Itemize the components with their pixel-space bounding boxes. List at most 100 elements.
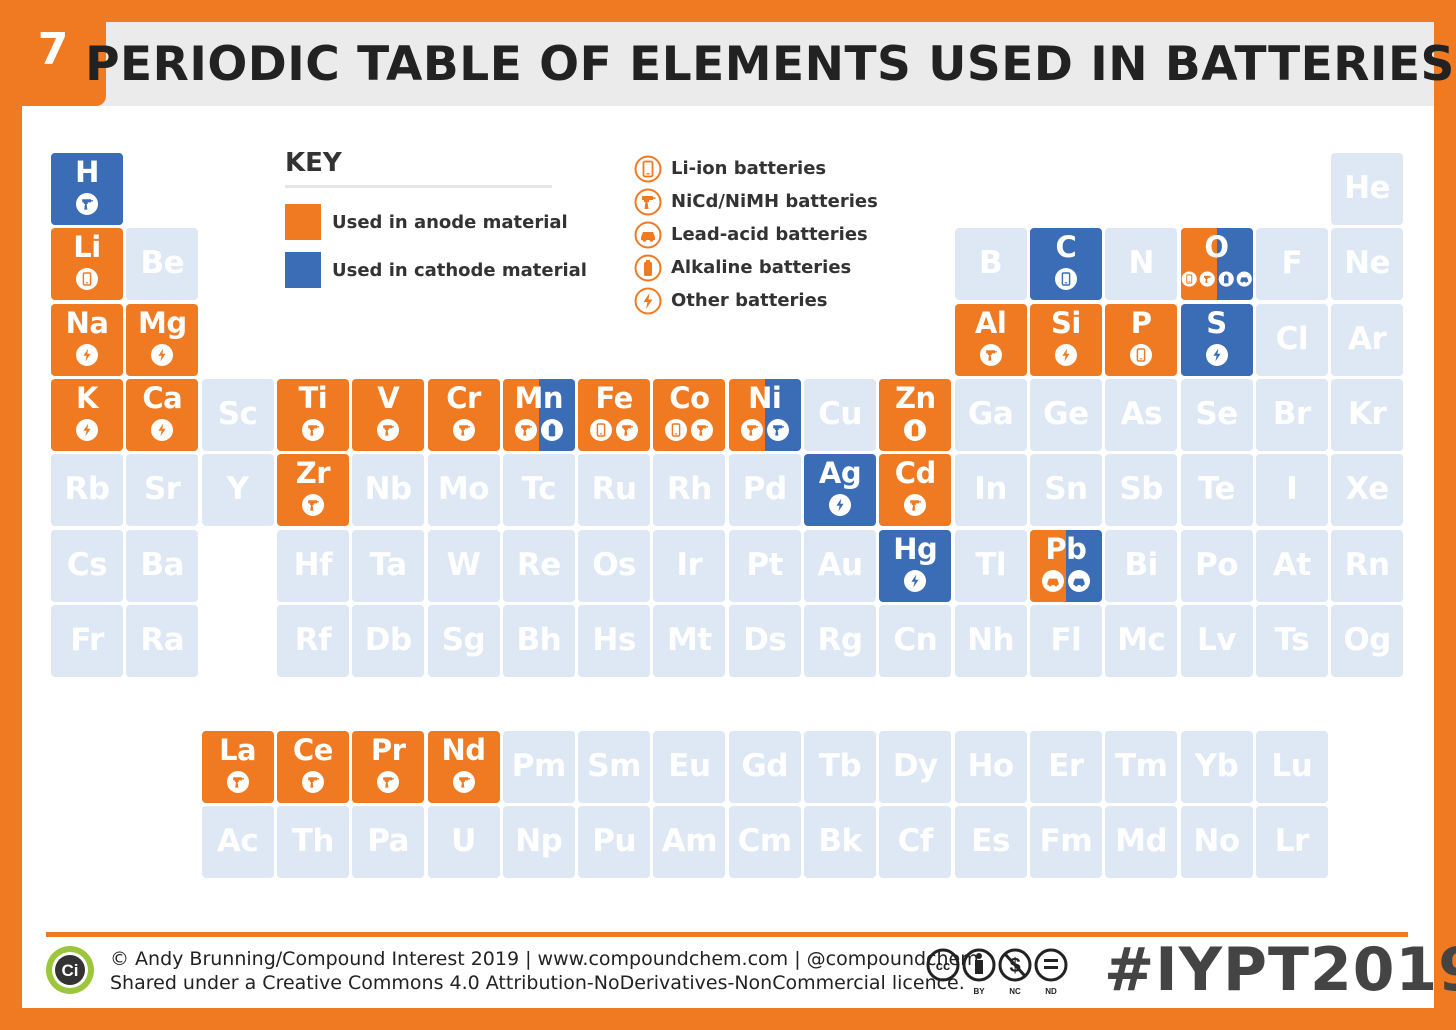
element-symbol: Cs [66, 546, 108, 583]
element-pr: Pr [352, 731, 425, 803]
element-bk: Bk [804, 806, 876, 879]
element-mt: Mt [653, 604, 726, 677]
footer-divider [46, 932, 1408, 937]
element-i: I [1255, 454, 1328, 527]
element-symbol: Li [73, 230, 101, 265]
element-v: V [352, 378, 425, 451]
element-symbol: Ar [1347, 320, 1387, 357]
hashtag: #IYPT2019 [1104, 935, 1456, 1005]
element-symbol: Si [1050, 305, 1081, 340]
element-ho: Ho [954, 731, 1027, 803]
element-pm: Pm [502, 731, 575, 803]
car-icon [1236, 271, 1252, 287]
phone-icon [665, 418, 688, 441]
element-re: Re [502, 529, 575, 602]
element-symbol: Sg [441, 621, 486, 658]
legend-label: Other batteries [671, 290, 828, 311]
element-symbol: Br [1272, 395, 1311, 432]
element-symbol: Mc [1117, 621, 1166, 658]
element-symbol: Md [1115, 823, 1168, 860]
element-sc: Sc [201, 378, 274, 451]
element-fr: Fr [51, 604, 123, 677]
title-bar [22, 22, 1434, 106]
bolt-icon [829, 494, 851, 517]
element-symbol: Eu [668, 748, 711, 784]
battery-icon [540, 418, 563, 441]
element-symbol: Ga [967, 395, 1014, 432]
battery-icons [51, 192, 123, 216]
logo-text: Ci [62, 961, 79, 980]
element-symbol: As [1120, 395, 1162, 432]
element-symbol: U [451, 823, 476, 860]
battery-icons [729, 418, 801, 442]
cc-label-nd: ND [1045, 987, 1057, 996]
element-hf: Hf [276, 529, 349, 602]
battery-icons [352, 418, 424, 442]
phone-icon [76, 268, 98, 291]
element-tm: Tm [1105, 731, 1178, 803]
element-symbol: Tl [975, 546, 1006, 583]
element-symbol: Np [515, 823, 563, 860]
element-symbol: Bh [516, 621, 562, 658]
element-symbol: Cn [893, 621, 938, 658]
element-symbol: Na [65, 305, 109, 340]
element-symbol: Lv [1197, 621, 1236, 658]
battery-icons [202, 770, 274, 794]
element-symbol: Y [226, 471, 249, 508]
element-symbol: In [974, 471, 1007, 508]
battery-icons [126, 343, 198, 367]
element-rn: Rn [1331, 529, 1404, 602]
element-symbol: Fm [1039, 823, 1093, 860]
element-li: Li [51, 228, 123, 301]
battery-icons [1105, 343, 1177, 367]
element-symbol: S [1206, 305, 1227, 340]
element-db: Db [352, 604, 425, 677]
infographic-number: 7 [0, 0, 106, 106]
element-te: Te [1180, 454, 1253, 527]
element-tc: Tc [502, 454, 575, 527]
key-title: KEY [285, 148, 342, 178]
element-he: He [1331, 153, 1404, 225]
element-cl: Cl [1255, 303, 1328, 376]
element-o: O [1180, 228, 1253, 301]
element-symbol: Se [1195, 395, 1238, 432]
element-u: U [427, 806, 500, 879]
element-symbol: Ta [369, 546, 408, 583]
element-symbol: Ac [216, 823, 259, 860]
element-zn: Zn [879, 378, 952, 451]
battery-icons [503, 418, 575, 442]
element-pu: Pu [578, 806, 651, 879]
element-tb: Tb [804, 731, 876, 803]
element-nd: Nd [427, 731, 500, 803]
element-bi: Bi [1105, 529, 1178, 602]
drill-icon [377, 771, 400, 793]
battery-icons [879, 493, 951, 517]
element-cf: Cf [879, 806, 952, 879]
element-symbol: Cl [1275, 320, 1309, 357]
element-symbol: B [979, 245, 1003, 282]
element-symbol: O [1204, 230, 1229, 265]
element-symbol: Db [364, 621, 412, 658]
element-co: Co [653, 378, 726, 451]
element-gd: Gd [728, 731, 801, 803]
element-no: No [1180, 806, 1253, 879]
element-au: Au [804, 529, 876, 602]
page-title: PERIODIC TABLE OF ELEMENTS USED IN BATTE… [85, 36, 1455, 92]
element-symbol: Rg [817, 621, 863, 658]
drill-icon [301, 418, 324, 441]
drill-icon [979, 343, 1002, 366]
element-symbol: Ca [142, 380, 183, 415]
element-symbol: Cf [897, 823, 934, 860]
element-nb: Nb [352, 454, 425, 527]
element-zr: Zr [276, 454, 349, 527]
drill-icon [740, 418, 763, 441]
element-symbol: Bi [1124, 546, 1159, 583]
element-symbol: Er [1048, 748, 1084, 784]
element-ts: Ts [1255, 604, 1328, 677]
element-fl: Fl [1029, 604, 1102, 677]
element-sn: Sn [1029, 454, 1102, 527]
element-ds: Ds [728, 604, 801, 677]
battery-icons [1030, 569, 1102, 593]
battery-icons [277, 770, 349, 794]
element-symbol: Tc [521, 471, 557, 508]
